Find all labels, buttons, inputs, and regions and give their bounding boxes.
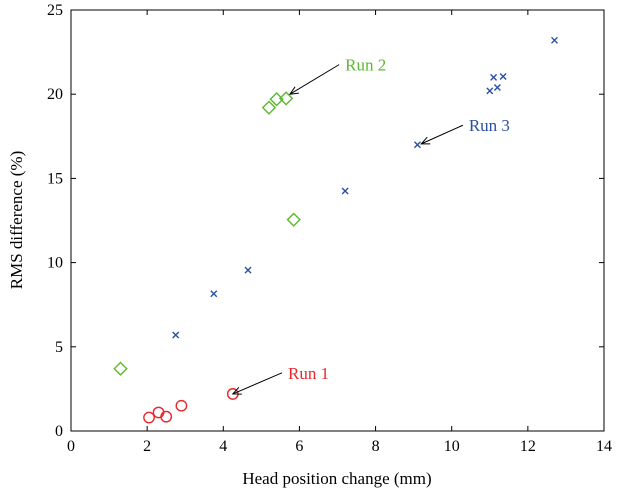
run-3-annotation-arrow [421, 124, 464, 145]
run-3-point [490, 73, 498, 81]
run-1-annotation-label: Run 1 [288, 364, 329, 383]
data-marks [113, 36, 559, 424]
run-3-point [244, 266, 252, 274]
x-tick-label: 14 [596, 438, 612, 455]
annotations: Run 1 Run 2 Run 3 [231, 56, 510, 395]
run-3-point [493, 83, 501, 91]
y-tick-label: 20 [47, 86, 63, 103]
y-tick-label: 10 [47, 255, 63, 272]
x-tick-label: 6 [295, 438, 303, 455]
x-tick-label: 2 [143, 438, 151, 455]
y-tick-label: 15 [47, 170, 63, 187]
run-1-annotation-arrow [232, 372, 283, 395]
run-2-point [286, 212, 301, 227]
run-3-point [486, 87, 494, 95]
run-3-point [413, 141, 421, 149]
x-tick-label: 10 [444, 438, 460, 455]
x-tick-label: 8 [372, 438, 380, 455]
run-2-annotation-arrow [289, 64, 340, 95]
run-1-point [143, 411, 155, 424]
run-2-annotation-label: Run 2 [345, 56, 386, 75]
run-2-point [278, 91, 294, 106]
run-2-point [261, 100, 277, 115]
plot-area [70, 9, 605, 432]
run-2-point [113, 361, 128, 376]
run-3-point [551, 36, 559, 44]
axis-ticks: 0 2 4 6 8 10 12 14 0 5 10 15 20 25 [47, 2, 612, 455]
run-3-point [499, 73, 507, 81]
run-1-annotation-arrowhead [231, 386, 242, 395]
run-2-annotation-arrowhead [288, 86, 299, 95]
run-1-point [175, 399, 188, 412]
x-tick-label: 4 [219, 438, 227, 455]
run-3-point [210, 290, 218, 298]
run-1-point [160, 410, 173, 423]
run-3-point [341, 187, 349, 195]
run-3-point [172, 331, 180, 339]
y-tick-label: 25 [47, 2, 63, 19]
y-tick-label: 5 [55, 339, 63, 356]
x-axis-label: Head position change (mm) [242, 469, 431, 488]
y-axis-label: RMS difference (%) [7, 151, 26, 289]
x-tick-label: 12 [520, 438, 536, 455]
run-3-annotation-label: Run 3 [469, 116, 510, 135]
y-tick-label: 0 [55, 423, 63, 440]
x-tick-label: 0 [67, 438, 75, 455]
run-3-annotation-arrowhead [420, 136, 431, 145]
